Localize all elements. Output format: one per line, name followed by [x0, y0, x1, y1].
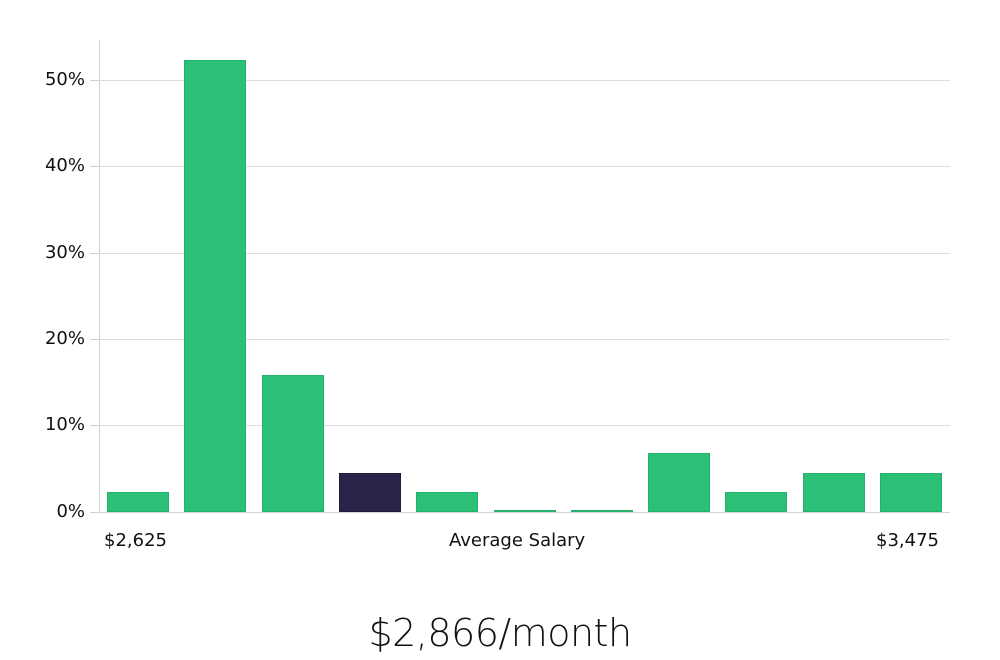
y-tick-label: 10%	[44, 414, 85, 435]
gridline-40	[99, 166, 950, 167]
gridline-10	[99, 425, 950, 426]
y-tick	[90, 166, 99, 167]
x-axis-baseline	[99, 512, 950, 513]
x-min-label: $2,625	[104, 530, 167, 551]
y-tick	[90, 512, 99, 513]
gridline-30	[99, 253, 950, 254]
gridline-50	[99, 80, 950, 81]
bar	[494, 510, 556, 512]
bar	[648, 453, 710, 512]
bar-highlighted	[339, 473, 401, 512]
bar	[184, 60, 246, 512]
y-tick-label: 30%	[44, 242, 85, 263]
average-salary-headline: $2,866/month	[368, 611, 632, 655]
y-tick-label: 0%	[56, 501, 85, 522]
bar	[571, 510, 633, 512]
y-axis-line	[99, 40, 100, 512]
bar	[416, 492, 478, 512]
y-tick	[90, 339, 99, 340]
y-tick	[90, 425, 99, 426]
gridline-20	[99, 339, 950, 340]
x-axis-title: Average Salary	[449, 530, 586, 551]
bar	[880, 473, 942, 512]
y-tick	[90, 80, 99, 81]
bar	[725, 492, 787, 512]
y-tick	[90, 253, 99, 254]
y-tick-label: 40%	[44, 155, 85, 176]
y-tick-label: 50%	[44, 69, 85, 90]
y-tick-label: 20%	[44, 328, 85, 349]
bar	[262, 375, 324, 512]
bar	[803, 473, 865, 512]
bar	[107, 492, 169, 512]
x-max-label: $3,475	[876, 530, 939, 551]
